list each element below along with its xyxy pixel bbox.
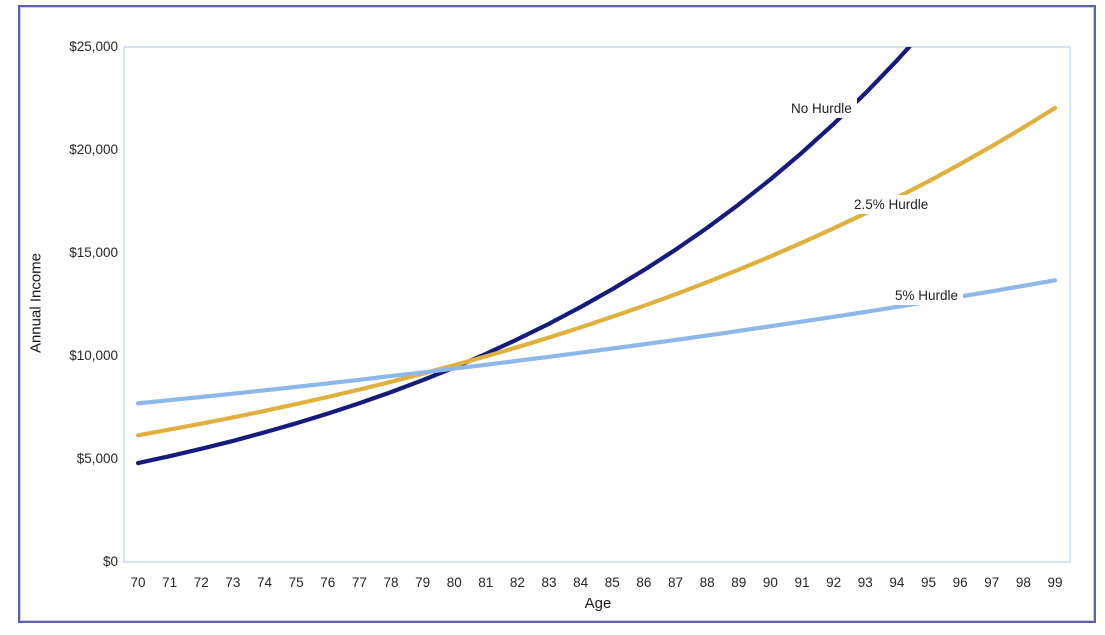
- x-tick-label: 94: [889, 575, 905, 590]
- axis-lines: [123, 46, 1071, 563]
- y-tick-label: $0: [102, 554, 118, 569]
- x-tick-label: 78: [383, 575, 399, 590]
- x-tick-label: 76: [320, 575, 336, 590]
- y-tick-label: $10,000: [69, 348, 118, 363]
- y-tick-label: $5,000: [76, 451, 118, 466]
- x-tick-label: 79: [415, 575, 431, 590]
- x-tick-label: 93: [857, 575, 873, 590]
- x-tick-label: 97: [984, 575, 1000, 590]
- x-tick-label: 86: [636, 575, 652, 590]
- series-label-no-hurdle: No Hurdle: [786, 99, 857, 118]
- series-label-5-percent-hurdle: 5% Hurdle: [890, 286, 964, 305]
- line-series-2-5-hurdle: [135, 105, 1058, 438]
- line-series-no-hurdle: [135, 47, 912, 466]
- y-tick-label: $25,000: [69, 39, 118, 54]
- x-tick-label: 74: [256, 575, 272, 590]
- x-tick-label: 85: [604, 575, 620, 590]
- x-tick-label: 77: [351, 575, 367, 590]
- x-tick-label: 87: [668, 575, 684, 590]
- x-tick-label: 84: [573, 575, 589, 590]
- x-tick-label: 83: [541, 575, 557, 590]
- x-tick-label: 99: [1047, 575, 1063, 590]
- x-tick-label: 71: [162, 575, 178, 590]
- x-tick-label: 90: [762, 575, 778, 590]
- x-tick-label: 96: [952, 575, 968, 590]
- x-tick-label: 70: [130, 575, 146, 590]
- x-tick-label: 89: [731, 575, 747, 590]
- x-tick-label: 72: [193, 575, 209, 590]
- x-axis-title: Age: [584, 595, 612, 612]
- y-tick-label: $20,000: [69, 142, 118, 157]
- x-tick-label: 92: [826, 575, 842, 590]
- line-series-5-hurdle: [135, 278, 1058, 406]
- y-axis-title: Annual Income: [27, 252, 45, 354]
- x-tick-label: 75: [288, 575, 304, 590]
- x-tick-label: 98: [1015, 575, 1031, 590]
- x-tick-label: 80: [446, 575, 462, 590]
- series-label-2-5-percent-hurdle: 2.5% Hurdle: [849, 195, 934, 214]
- x-tick-label: 95: [921, 575, 937, 590]
- x-tick-label: 73: [225, 575, 241, 590]
- x-tick-label: 91: [794, 575, 810, 590]
- x-tick-label: 82: [509, 575, 525, 590]
- x-tick-label: 81: [478, 575, 494, 590]
- y-tick-label: $15,000: [69, 245, 118, 260]
- x-tick-label: 88: [699, 575, 715, 590]
